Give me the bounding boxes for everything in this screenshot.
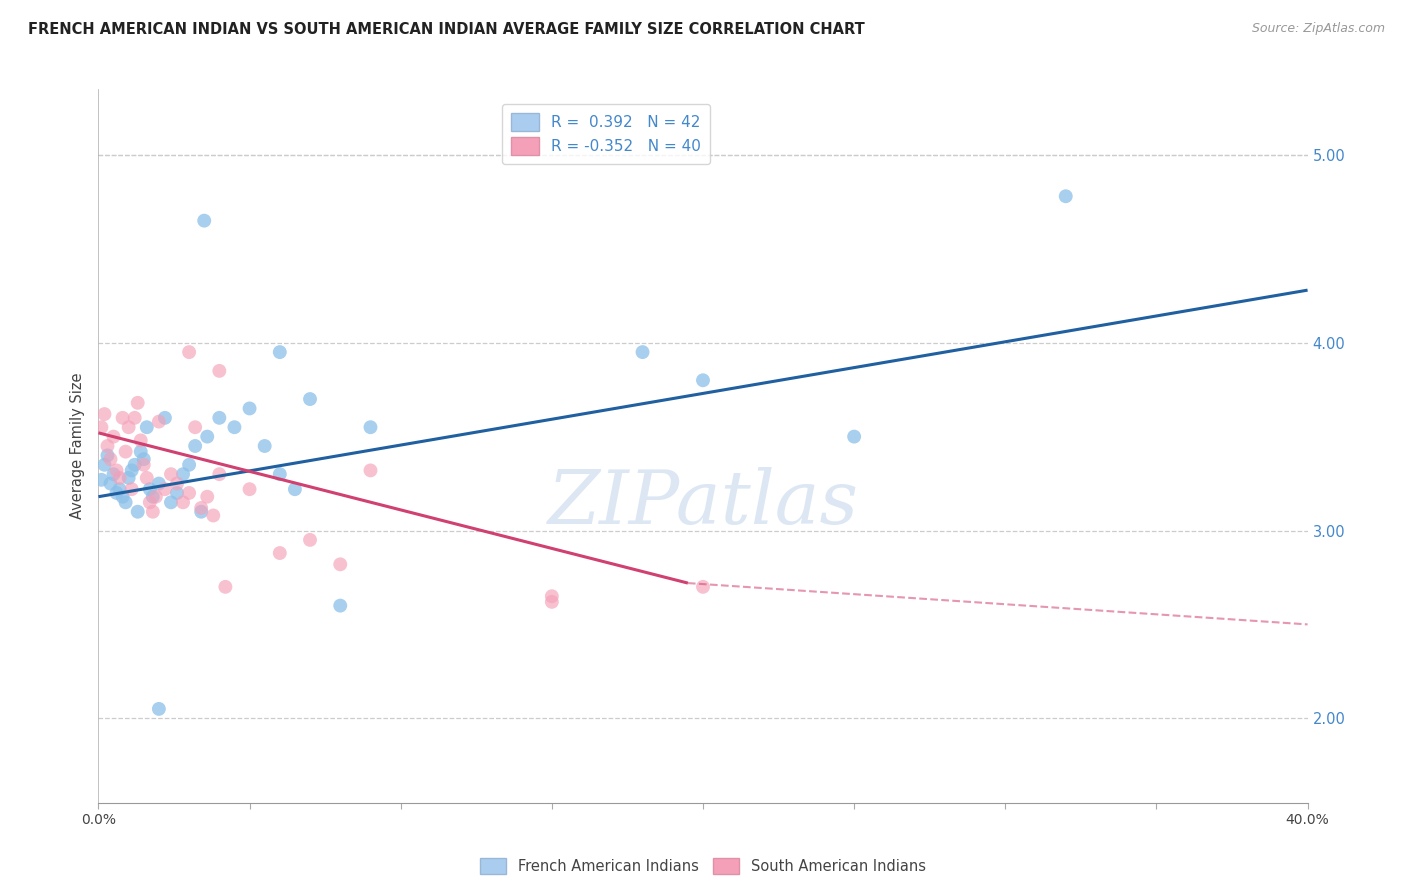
Point xyxy=(108,482,131,496)
Point xyxy=(118,471,141,485)
Point xyxy=(1054,189,1077,203)
Point xyxy=(190,500,212,515)
Point xyxy=(299,533,322,547)
Legend: French American Indians, South American Indians: French American Indians, South American … xyxy=(474,852,932,880)
Point xyxy=(114,444,136,458)
Point xyxy=(129,434,152,448)
Text: ZIPatlas: ZIPatlas xyxy=(547,467,859,540)
Text: FRENCH AMERICAN INDIAN VS SOUTH AMERICAN INDIAN AVERAGE FAMILY SIZE CORRELATION : FRENCH AMERICAN INDIAN VS SOUTH AMERICAN… xyxy=(28,22,865,37)
Point xyxy=(253,439,276,453)
Point xyxy=(179,458,201,472)
Point xyxy=(142,505,165,519)
Point xyxy=(114,495,136,509)
Point xyxy=(360,463,382,477)
Y-axis label: Average Family Size: Average Family Size xyxy=(70,373,86,519)
Point xyxy=(96,439,118,453)
Point xyxy=(100,476,122,491)
Point xyxy=(121,482,143,496)
Point xyxy=(269,345,291,359)
Point xyxy=(299,392,322,406)
Point xyxy=(132,452,155,467)
Point xyxy=(142,490,165,504)
Point xyxy=(148,415,170,429)
Point xyxy=(329,558,352,572)
Point xyxy=(172,467,194,482)
Point xyxy=(111,410,134,425)
Point xyxy=(540,595,562,609)
Point xyxy=(202,508,225,523)
Point xyxy=(135,471,157,485)
Point xyxy=(160,467,183,482)
Point xyxy=(208,364,231,378)
Point xyxy=(844,429,866,443)
Point xyxy=(93,458,115,472)
Point xyxy=(153,482,176,496)
Point xyxy=(284,482,307,496)
Point xyxy=(124,410,146,425)
Point xyxy=(153,410,176,425)
Point xyxy=(166,476,188,491)
Point xyxy=(692,580,714,594)
Point xyxy=(111,490,134,504)
Point xyxy=(118,420,141,434)
Point xyxy=(179,486,201,500)
Point xyxy=(129,444,152,458)
Point xyxy=(195,490,218,504)
Point xyxy=(139,495,162,509)
Point xyxy=(103,467,125,482)
Point xyxy=(360,420,382,434)
Point xyxy=(224,420,246,434)
Point xyxy=(127,396,149,410)
Point xyxy=(193,213,215,227)
Point xyxy=(132,458,155,472)
Point xyxy=(135,420,157,434)
Point xyxy=(214,580,236,594)
Point xyxy=(105,486,128,500)
Point xyxy=(184,439,207,453)
Point xyxy=(93,407,115,421)
Point xyxy=(148,702,170,716)
Point xyxy=(179,345,201,359)
Point xyxy=(269,467,291,482)
Point xyxy=(269,546,291,560)
Point xyxy=(172,495,194,509)
Point xyxy=(100,452,122,467)
Point xyxy=(108,471,131,485)
Point xyxy=(195,429,218,443)
Point xyxy=(148,476,170,491)
Point xyxy=(124,458,146,472)
Point xyxy=(190,505,212,519)
Point xyxy=(90,473,112,487)
Point xyxy=(105,463,128,477)
Point xyxy=(631,345,654,359)
Text: Source: ZipAtlas.com: Source: ZipAtlas.com xyxy=(1251,22,1385,36)
Point xyxy=(145,490,167,504)
Legend: R =  0.392   N = 42, R = -0.352   N = 40: R = 0.392 N = 42, R = -0.352 N = 40 xyxy=(502,104,710,164)
Point xyxy=(166,486,188,500)
Point xyxy=(692,373,714,387)
Point xyxy=(139,482,162,496)
Point xyxy=(160,495,183,509)
Point xyxy=(184,420,207,434)
Point xyxy=(103,429,125,443)
Point xyxy=(208,467,231,482)
Point xyxy=(329,599,352,613)
Point xyxy=(127,505,149,519)
Point xyxy=(90,420,112,434)
Point xyxy=(239,482,262,496)
Point xyxy=(96,449,118,463)
Point xyxy=(121,463,143,477)
Point xyxy=(540,589,562,603)
Point xyxy=(208,410,231,425)
Point xyxy=(239,401,262,416)
